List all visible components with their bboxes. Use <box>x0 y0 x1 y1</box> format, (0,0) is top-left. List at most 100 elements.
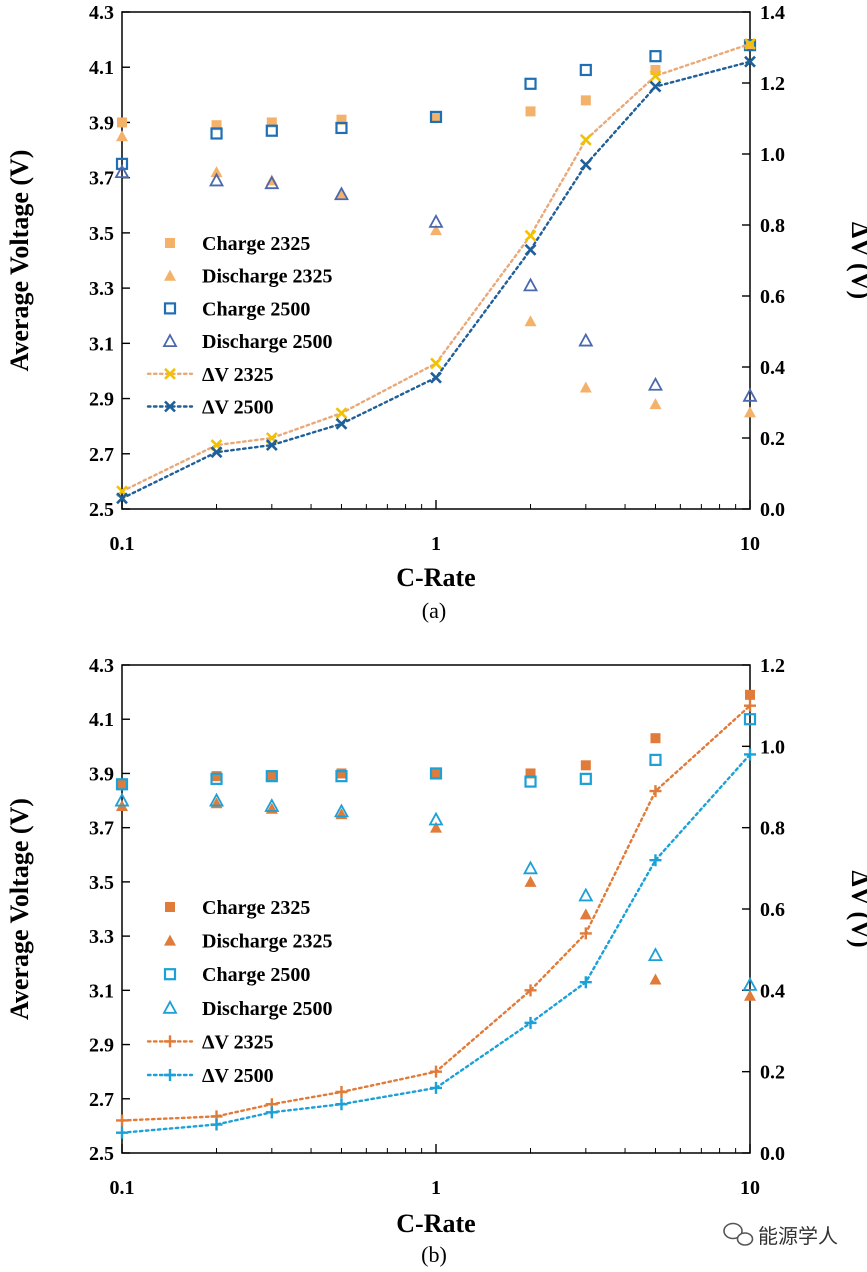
y-tick-label: 3.5 <box>89 872 114 894</box>
y-tick-label: 2.9 <box>89 389 114 411</box>
legend-label: ΔV 2325 <box>202 1031 274 1053</box>
y2-axis-title: ΔV (V) <box>846 222 867 299</box>
y2-tick-label: 1.0 <box>760 144 785 166</box>
data-point <box>114 792 130 807</box>
y-axis-right: 0.0 0.2 0.4 0.6 0.8 1.0 1.2 1.4 <box>742 2 785 521</box>
data-point <box>524 1016 537 1029</box>
legend-marker <box>164 1069 176 1081</box>
data-point <box>579 927 592 940</box>
data-point <box>431 111 441 122</box>
legend-marker <box>163 302 177 315</box>
y2-tick-label: 0.0 <box>760 499 785 521</box>
data-point <box>524 243 537 256</box>
data-point <box>335 1086 348 1098</box>
y-tick-label: 3.3 <box>89 926 114 948</box>
data-point <box>649 973 662 985</box>
y2-tick-label: 0.6 <box>760 899 785 921</box>
data-point <box>742 977 758 991</box>
x-tick-label: 0.1 <box>110 533 135 555</box>
y-tick-label: 3.5 <box>89 223 114 245</box>
legend: Charge 2325 Discharge 2325 Charge 2500 Disc… <box>146 897 333 1087</box>
x-tick-label: 0.1 <box>110 1177 135 1199</box>
x-tick-label: 1 <box>431 1177 441 1199</box>
legend-marker <box>165 238 175 248</box>
data-point <box>116 1126 128 1139</box>
legend-marker <box>164 1035 176 1048</box>
legend-marker <box>162 999 178 1014</box>
data-point <box>580 760 591 771</box>
legend-marker <box>162 333 178 348</box>
data-point <box>579 381 592 393</box>
y-tick-label: 3.1 <box>89 980 114 1002</box>
data-point <box>265 770 278 783</box>
x-tick-label: 10 <box>740 1177 760 1199</box>
data-point <box>579 133 592 146</box>
data-point <box>744 55 756 68</box>
data-point <box>333 803 349 818</box>
x-tick-label: 1 <box>431 533 441 555</box>
x-axis: 0.1 1 10 <box>110 1144 760 1199</box>
data-point <box>265 439 278 452</box>
data-point <box>524 984 537 997</box>
y-tick-label: 2.5 <box>89 499 114 521</box>
wechat-icon <box>723 1222 754 1246</box>
y2-tick-label: 0.0 <box>760 1143 785 1165</box>
y-axis-left: 2.5 2.7 2.9 3.1 3.3 3.5 3.7 3.9 4.1 4.3 <box>89 2 130 521</box>
data-point <box>580 95 591 106</box>
data-point <box>744 748 756 761</box>
data-point <box>115 778 129 791</box>
legend-label: Charge 2500 <box>202 964 310 986</box>
data-point <box>647 376 663 391</box>
data-point <box>264 798 280 812</box>
data-point <box>525 768 536 779</box>
y2-tick-label: 0.2 <box>760 428 785 450</box>
data-point <box>744 699 756 712</box>
legend-label: ΔV 2500 <box>202 1065 274 1087</box>
data-point <box>430 821 442 833</box>
data-point <box>524 77 537 90</box>
series-discharge-2500 <box>114 164 758 402</box>
y-axis-right: 0.0 0.2 0.4 0.6 0.8 1.0 1.2 <box>742 655 785 1165</box>
series-delta-v-2325 <box>116 699 756 1127</box>
chart-panel-b: 0.1 1 102.52.72.93.13.33.53.73.94.14.30.00… <box>5 655 867 1267</box>
y-tick-label: 2.7 <box>89 1089 114 1111</box>
data-point <box>335 1098 348 1111</box>
data-point <box>117 779 127 790</box>
y2-tick-label: 1.2 <box>760 655 785 677</box>
data-point <box>430 1081 442 1094</box>
data-point <box>743 713 757 726</box>
y-tick-label: 4.3 <box>89 2 114 24</box>
data-point <box>523 277 539 292</box>
data-point <box>428 213 444 228</box>
data-point <box>523 860 539 875</box>
data-point <box>579 158 592 171</box>
legend-marker <box>164 367 176 380</box>
data-point <box>209 172 225 187</box>
data-point <box>524 875 537 887</box>
data-point <box>578 887 594 902</box>
data-point <box>265 1106 278 1119</box>
y2-axis-title: ΔV (V) <box>846 870 867 947</box>
y-tick-label: 4.1 <box>89 57 114 79</box>
y-tick-label: 2.5 <box>89 1143 114 1165</box>
data-point <box>210 772 223 785</box>
data-point <box>116 1114 128 1127</box>
y-axis-title: Average Voltage (V) <box>5 798 34 1020</box>
watermark-text: 能源学人 <box>758 1224 838 1248</box>
legend-marker <box>164 400 176 413</box>
legend-label: Charge 2500 <box>202 298 310 320</box>
y2-tick-label: 0.8 <box>760 818 785 840</box>
data-point <box>336 768 347 779</box>
data-point <box>335 188 348 200</box>
y-tick-label: 4.1 <box>89 709 114 731</box>
data-point <box>114 164 130 179</box>
data-point <box>265 124 278 137</box>
x-axis-title: C-Rate <box>396 563 475 592</box>
data-point <box>430 371 442 384</box>
data-point <box>649 753 662 766</box>
legend-label: Discharge 2500 <box>202 331 333 353</box>
legend-label: Charge 2325 <box>202 233 310 255</box>
y2-tick-label: 0.6 <box>760 286 785 308</box>
legend-label: Discharge 2500 <box>202 998 333 1020</box>
